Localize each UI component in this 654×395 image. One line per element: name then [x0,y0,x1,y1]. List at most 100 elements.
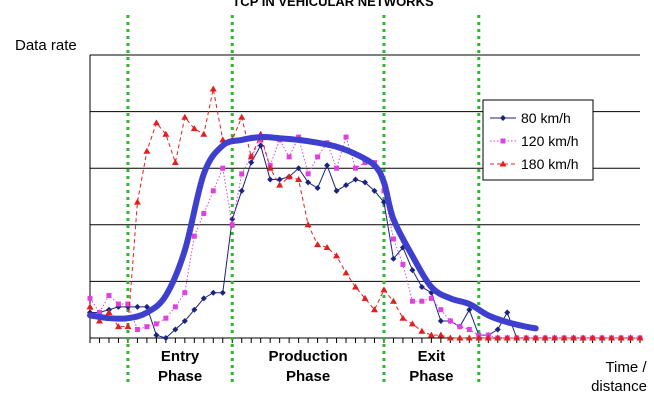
data-point [352,176,359,183]
data-point [494,326,501,333]
data-point [87,295,93,301]
data-point [314,241,322,248]
data-point [96,310,102,316]
data-point [191,306,198,313]
data-point [219,289,226,296]
data-point [437,331,445,338]
data-point [305,171,311,177]
data-point [266,164,274,171]
data-point [532,334,540,341]
trend-line [87,134,539,332]
data-point [324,162,331,169]
data-point [171,159,179,166]
data-point [162,130,170,137]
data-point [95,317,103,324]
data-point [399,314,407,321]
data-point [304,221,312,228]
data-point [238,113,246,120]
data-point [143,147,151,154]
data-point [200,130,208,137]
data-point [334,165,340,171]
data-point [494,334,502,341]
data-point [229,222,235,228]
data-point [579,334,587,341]
data-point [295,176,303,183]
data-point [144,324,150,330]
data-point [389,297,397,304]
data-point [438,307,444,313]
data-point [504,309,511,316]
data-point [229,216,236,223]
x-axis-label-line1: Time / [605,359,647,376]
phase-label: Phase [286,368,330,385]
data-point [172,304,178,310]
data-point [105,309,113,316]
data-point [305,179,312,186]
data-point [200,295,207,302]
data-point [390,236,396,242]
data-point [500,138,506,144]
chart-title-cropped: TCP IN VEHICULAR NETWORKS [232,0,434,9]
data-point [238,187,245,194]
x-axis-label-line2: distance [591,378,647,395]
data-point [598,334,606,341]
data-point [153,332,160,339]
data-point [343,182,350,189]
phase-boundaries [126,15,481,382]
data-point [352,283,360,290]
series-line [89,88,640,339]
data-point [190,125,198,132]
data-point [209,85,217,92]
data-point [257,142,264,149]
data-point [456,334,464,341]
data-point [361,294,369,301]
data-point [248,159,255,166]
data-point [315,154,321,160]
legend-entry: 80 km/h [490,110,571,126]
data-point [342,269,350,276]
data-point [446,334,454,341]
phase-labels: Entry Phase Production Phase Exit Phase [158,348,453,385]
data-point [380,286,388,293]
data-point [465,334,473,341]
data-point [182,290,188,296]
data-point [172,326,179,333]
data-point [210,188,216,194]
data-point [353,165,359,171]
data-point [114,323,122,330]
data-point [115,301,121,307]
data-point [400,261,406,267]
data-point [541,334,549,341]
data-point [418,327,426,334]
data-point [295,165,302,172]
data-point [134,303,141,310]
data-point [466,327,472,333]
data-point [627,334,635,341]
data-point [124,323,132,330]
phase-label: Phase [158,368,202,385]
legend-entry: 180 km/h [490,156,579,172]
data-point [513,334,521,341]
legend-box [482,99,594,181]
legend-label: 120 km/h [521,133,579,149]
data-point [181,113,189,120]
data-point [371,187,378,194]
data-point [484,334,492,341]
series-trend-curve [87,134,539,332]
data-point [333,252,341,259]
data-point [276,181,284,188]
data-point [106,293,112,299]
data-point [267,176,274,183]
data-point [191,233,197,239]
data-point [239,171,245,177]
data-point [163,315,169,321]
data-point [370,306,378,313]
data-point [247,153,255,160]
data-point [551,334,559,341]
phase-label: Production [269,348,348,365]
data-point [409,298,415,304]
data-point [210,289,217,296]
data-point [390,255,397,262]
data-point [323,243,331,250]
data-point [608,334,616,341]
